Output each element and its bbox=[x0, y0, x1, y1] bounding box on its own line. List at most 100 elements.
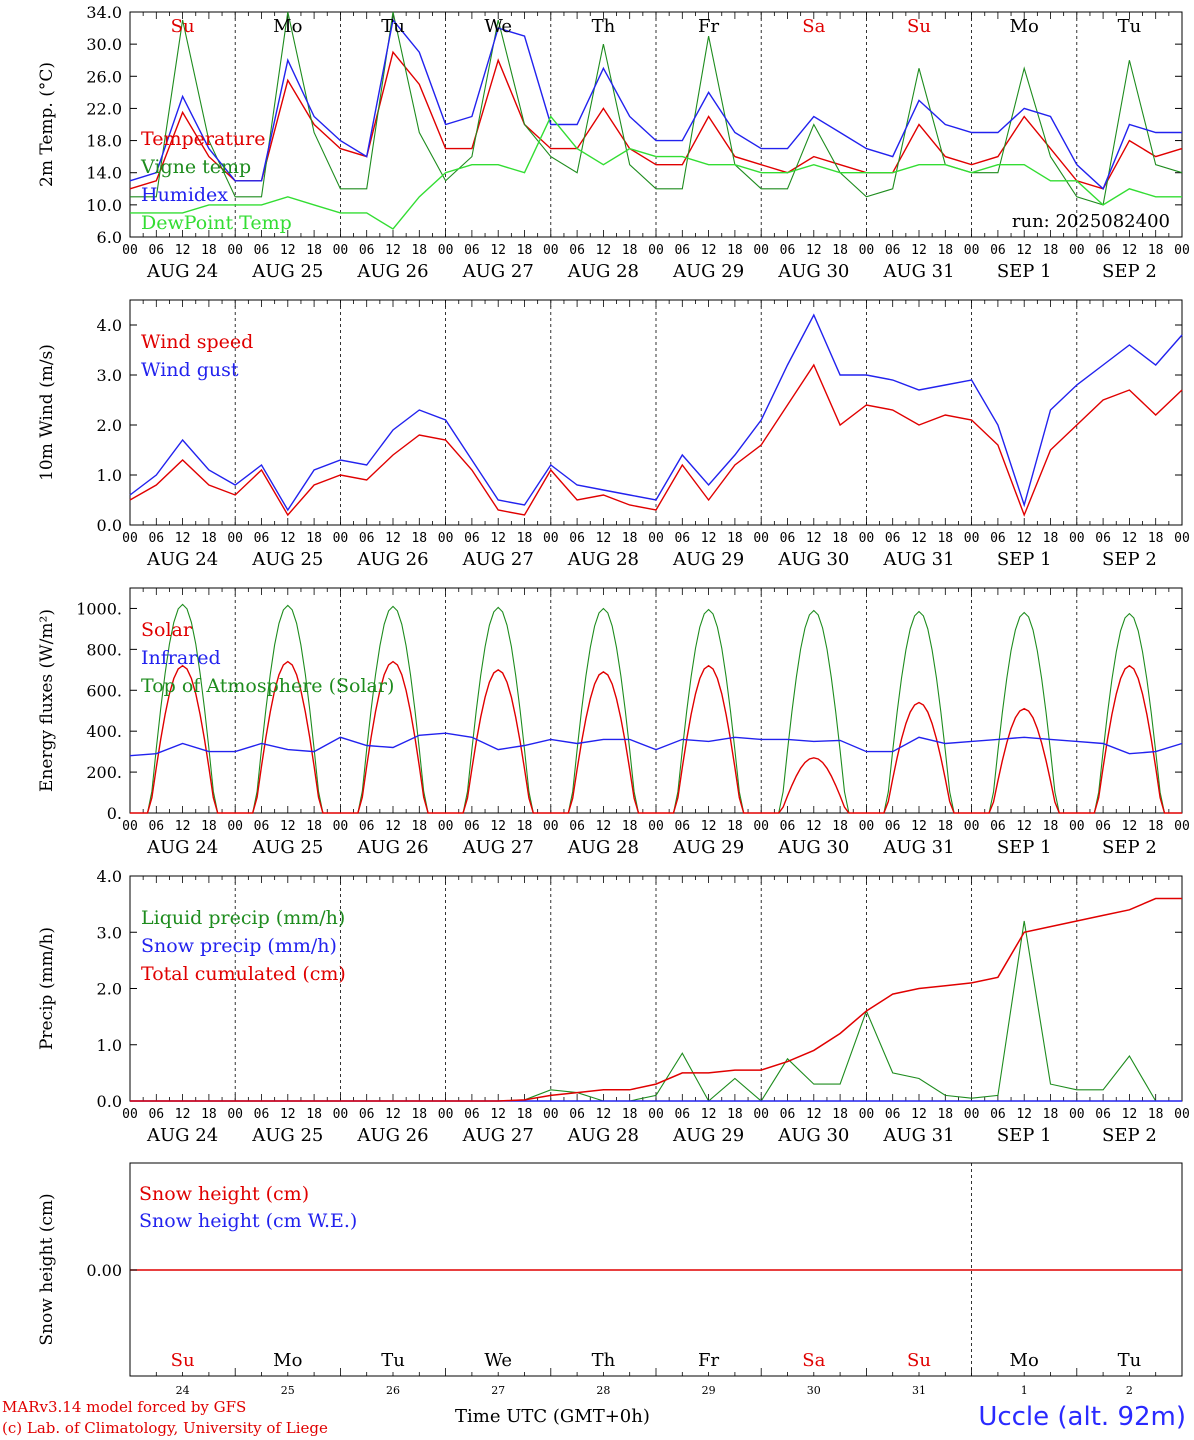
hour-tick-label: 06 bbox=[674, 531, 690, 546]
hour-tick-label: 18 bbox=[201, 243, 217, 258]
hour-tick-label: 18 bbox=[832, 531, 848, 546]
day-name: Mo bbox=[273, 16, 302, 37]
hour-tick-label: 12 bbox=[175, 819, 191, 834]
legend-entry: DewPoint Temp bbox=[141, 212, 292, 234]
hour-tick-label: 06 bbox=[1095, 819, 1111, 834]
hour-tick-label: 18 bbox=[306, 243, 322, 258]
day-name: Fr bbox=[698, 16, 719, 37]
hour-tick-label: 18 bbox=[201, 531, 217, 546]
hour-tick-label: 00 bbox=[543, 1107, 559, 1122]
legend-entry: Total cumulated (cm) bbox=[141, 963, 346, 985]
y-axis-title: Precip (mm/h) bbox=[37, 927, 57, 1050]
hour-tick-label: 06 bbox=[148, 819, 164, 834]
date-label: AUG 30 bbox=[777, 549, 849, 570]
hour-tick-label: 18 bbox=[1148, 1107, 1164, 1122]
hour-tick-label: 12 bbox=[490, 1107, 506, 1122]
legend-entry: Snow precip (mm/h) bbox=[141, 935, 337, 957]
hour-tick-label: 18 bbox=[517, 819, 533, 834]
hour-tick-label: 00 bbox=[964, 531, 980, 546]
date-label: AUG 25 bbox=[251, 1125, 323, 1146]
hour-tick-label: 18 bbox=[937, 819, 953, 834]
hour-tick-label: 18 bbox=[1148, 243, 1164, 258]
day-name: We bbox=[484, 16, 512, 37]
hour-tick-label: 12 bbox=[806, 531, 822, 546]
y-axis-title: 10m Wind (m/s) bbox=[37, 344, 57, 481]
hour-tick-label: 18 bbox=[832, 243, 848, 258]
panel-frame-3 bbox=[129, 587, 1183, 814]
hour-tick-label: 00 bbox=[1174, 819, 1190, 834]
hour-tick-label: 12 bbox=[1122, 1107, 1138, 1122]
hour-tick-label: 06 bbox=[569, 243, 585, 258]
infrared-line bbox=[129, 732, 1183, 757]
hour-tick-label: 18 bbox=[1148, 819, 1164, 834]
hour-tick-label: 06 bbox=[674, 1107, 690, 1122]
legend-entry: Top of Atmosphere (Solar) bbox=[141, 675, 394, 697]
date-label: SEP 2 bbox=[1102, 549, 1157, 570]
date-label: AUG 28 bbox=[567, 1125, 639, 1146]
hour-tick-label: 06 bbox=[359, 243, 375, 258]
hour-tick-label: 00 bbox=[859, 819, 875, 834]
hour-tick-label: 06 bbox=[780, 243, 796, 258]
hour-tick-label: 06 bbox=[254, 1107, 270, 1122]
date-label: AUG 30 bbox=[777, 837, 849, 858]
hour-tick-label: 12 bbox=[701, 531, 717, 546]
date-label: AUG 29 bbox=[672, 1125, 744, 1146]
hour-tick-label: 06 bbox=[990, 1107, 1006, 1122]
hour-tick-label: 00 bbox=[648, 243, 664, 258]
y-tick-label: 4.0 bbox=[97, 316, 122, 335]
hour-tick-label: 12 bbox=[806, 1107, 822, 1122]
hour-tick-label: 06 bbox=[674, 243, 690, 258]
date-label: AUG 24 bbox=[146, 1125, 218, 1146]
hour-tick-label: 00 bbox=[227, 819, 243, 834]
day-name: Mo bbox=[1010, 1350, 1039, 1371]
hour-tick-label: 06 bbox=[1095, 1107, 1111, 1122]
date-label: AUG 27 bbox=[462, 837, 534, 858]
hour-tick-label: 18 bbox=[622, 819, 638, 834]
hour-tick-label: 06 bbox=[569, 1107, 585, 1122]
day-number: 29 bbox=[702, 1384, 716, 1397]
day-number: 31 bbox=[912, 1384, 926, 1397]
hour-tick-label: 00 bbox=[122, 531, 138, 546]
hour-tick-label: 12 bbox=[596, 1107, 612, 1122]
legend-entry: Infrared bbox=[141, 647, 221, 669]
hour-tick-label: 12 bbox=[1016, 1107, 1032, 1122]
hour-tick-label: 12 bbox=[701, 819, 717, 834]
hour-tick-label: 12 bbox=[490, 531, 506, 546]
hour-tick-label: 06 bbox=[148, 243, 164, 258]
hour-tick-label: 00 bbox=[964, 819, 980, 834]
hour-tick-label: 12 bbox=[806, 819, 822, 834]
hour-tick-label: 12 bbox=[911, 1107, 927, 1122]
hour-tick-label: 18 bbox=[411, 1107, 427, 1122]
day-number: 28 bbox=[596, 1384, 610, 1397]
hour-tick-label: 00 bbox=[648, 819, 664, 834]
hour-tick-label: 12 bbox=[806, 243, 822, 258]
hour-tick-label: 12 bbox=[911, 531, 927, 546]
day-number: 24 bbox=[176, 1384, 190, 1397]
hour-tick-label: 06 bbox=[780, 1107, 796, 1122]
series-line bbox=[129, 313, 1183, 512]
hour-tick-label: 00 bbox=[438, 819, 454, 834]
hour-tick-label: 18 bbox=[622, 1107, 638, 1122]
hour-tick-label: 12 bbox=[911, 819, 927, 834]
hour-tick-label: 18 bbox=[1043, 531, 1059, 546]
y-tick-label: 14.0 bbox=[86, 164, 122, 183]
hour-tick-label: 00 bbox=[1069, 1107, 1085, 1122]
series-line bbox=[130, 115, 1182, 230]
series-line bbox=[130, 897, 1182, 1102]
hour-tick-label: 12 bbox=[490, 819, 506, 834]
date-label: AUG 29 bbox=[672, 837, 744, 858]
date-label: AUG 31 bbox=[882, 837, 954, 858]
hour-tick-label: 06 bbox=[569, 819, 585, 834]
hour-tick-label: 12 bbox=[175, 531, 191, 546]
hour-tick-label: 06 bbox=[780, 531, 796, 546]
hour-tick-label: 12 bbox=[1122, 243, 1138, 258]
hour-tick-label: 00 bbox=[438, 531, 454, 546]
date-label: AUG 31 bbox=[882, 1125, 954, 1146]
hour-tick-label: 18 bbox=[517, 243, 533, 258]
day-name: Su bbox=[171, 1350, 195, 1371]
hour-tick-label: 06 bbox=[990, 243, 1006, 258]
hour-tick-label: 06 bbox=[464, 243, 480, 258]
date-label: AUG 28 bbox=[567, 549, 639, 570]
y-tick-label: 22.0 bbox=[86, 99, 122, 118]
hour-tick-label: 00 bbox=[438, 1107, 454, 1122]
